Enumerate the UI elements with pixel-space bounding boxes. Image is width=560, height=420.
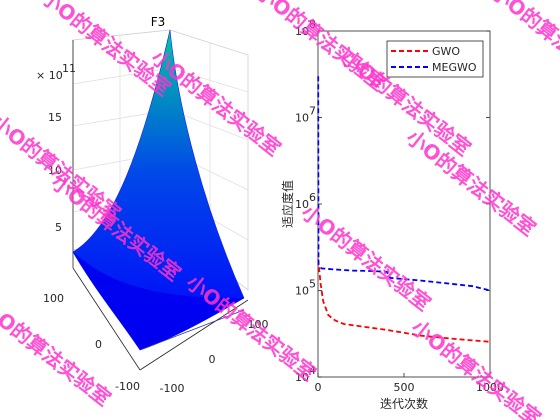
y-tick-exponent: 7 [309,105,316,118]
z-tick-label: 10 [48,164,62,177]
legend-label-gwo: GWO [432,45,460,58]
legend-box [386,40,484,78]
x-tick-label: 0 [315,381,322,394]
y-tick-label: 10 [295,198,309,211]
y-tick-label: 10 [295,285,309,298]
legend: GWO MEGWO [386,40,484,78]
y-tick-exponent: 4 [309,364,316,377]
z-tick-label: 5 [55,221,62,234]
y-tick-label: 10 [295,371,309,384]
box-edge-front-left [72,267,141,371]
series-lines [317,76,491,343]
watermark: 小O的算法实验室 [487,0,560,96]
y-tick-label: 0 [95,338,102,351]
y-tick-exponent: 5 [309,278,316,291]
y-tick-exponent: 8 [309,18,316,31]
y-axis-label: 适应度值 [280,180,295,228]
x-axis-label: 迭代次数 [380,396,428,411]
surface-plot: F3 × 10 11 15 10 5 100 0 -100 -100 0 100 [36,15,269,395]
x-tick-label: 500 [394,381,415,394]
surface-shade [73,252,244,350]
series-line-gwo [317,259,491,343]
watermark: 小O的算法实验室 [0,295,115,411]
surface-fill [72,29,245,351]
x-tick-label: -100 [160,382,185,395]
x-axis: 0 500 1000 [315,373,504,394]
x-tick-label: 0 [209,353,216,366]
series-line-megwo [317,76,491,292]
x-tick-label: 100 [248,318,269,331]
y-tick-exponent: 6 [309,191,316,204]
y-tick-label: -100 [115,380,140,393]
surface-title: F3 [151,15,166,29]
y-tick-label: 10 [295,25,309,38]
z-tick-label: 15 [48,111,62,124]
y-tick-label: 100 [43,292,64,305]
legend-label-megwo: MEGWO [432,61,477,74]
plot-area [317,30,491,378]
y-tick-label: 10 [295,112,309,125]
surface-base-line [139,309,245,351]
x-tick-label: 1000 [476,381,504,394]
z-exponent-label: × 10 [36,69,63,82]
box-edge-front-right [139,299,249,371]
z-exponent: 11 [62,62,76,75]
